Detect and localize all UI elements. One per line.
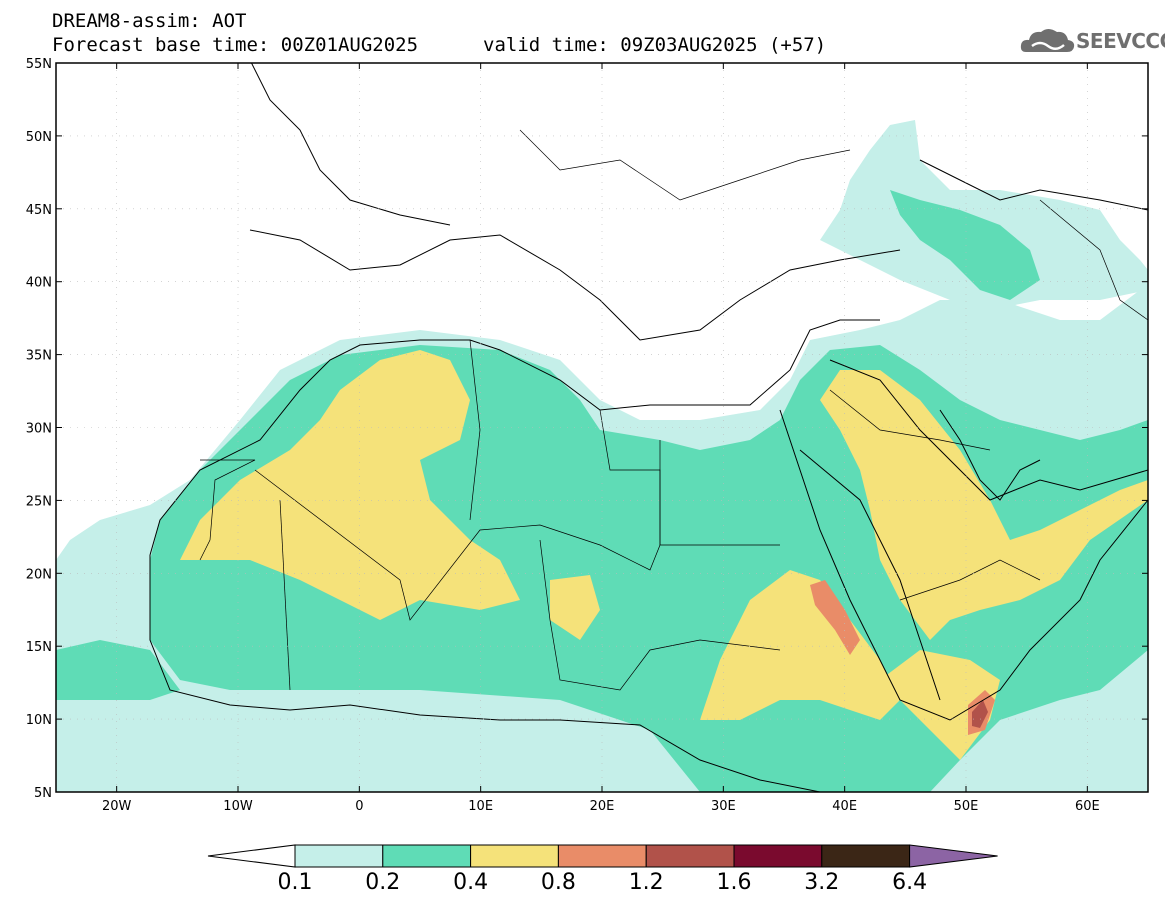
aot-field	[56, 63, 1148, 792]
colorbar-segment	[557, 844, 647, 868]
borders	[199, 129, 1148, 691]
valid-time: valid time: 09Z03AUG2025 (+57)	[483, 34, 827, 56]
lon-label: 40E	[832, 799, 857, 814]
lat-label: 50N	[26, 130, 52, 145]
lon-label: 60E	[1075, 799, 1100, 814]
colorbar-label: 1.2	[628, 870, 664, 895]
colorbar-label: 0.4	[453, 870, 489, 895]
forecast-base-time: Forecast base time: 00Z01AUG2025	[52, 34, 419, 56]
colorbar-label: 0.2	[365, 870, 401, 895]
lon-label: 30E	[711, 799, 736, 814]
lon-label: 10E	[468, 799, 493, 814]
colorbar	[207, 844, 998, 868]
lat-label: 10N	[26, 713, 52, 728]
lat-label: 5N	[34, 786, 52, 801]
lon-label: 50E	[954, 799, 979, 814]
lat-label: 40N	[26, 276, 52, 291]
lon-label: 0	[355, 799, 363, 814]
colorbar-segment	[470, 844, 559, 868]
aot-band-0-4-sahara	[180, 350, 520, 620]
colorbar-segment	[645, 844, 735, 868]
colorbar-label: 3.2	[804, 870, 840, 895]
aot-band-0-2-north	[890, 190, 1040, 300]
lat-label: 30N	[26, 422, 52, 437]
lat-label: 45N	[26, 203, 52, 218]
lon-label: 20W	[102, 799, 132, 814]
lat-label: 15N	[26, 640, 52, 655]
aot-band-0-8	[810, 580, 860, 655]
aot-band-0-4-sudan	[700, 570, 900, 720]
colorbar-label: 6.4	[892, 870, 928, 895]
lon-label: 10W	[223, 799, 253, 814]
colorbar-segment	[382, 844, 472, 868]
lat-label: 20N	[26, 567, 52, 582]
gridlines	[56, 63, 1148, 792]
colorbar-label: 0.8	[540, 870, 576, 895]
lat-label: 55N	[26, 57, 52, 72]
map-title: DREAM8-assim: AOT	[52, 10, 247, 32]
colorbar-segment	[294, 844, 384, 868]
aot-band-0-2-sw	[56, 640, 180, 700]
latitude-ticks: 55N 50N 45N 40N 35N 30N 25N 20N 15N 10N 5N	[26, 57, 1148, 801]
colorbar-segment	[733, 844, 823, 868]
aot-band-0-4-arabia	[820, 370, 1148, 640]
lon-label: 20E	[590, 799, 615, 814]
colorbar-segment	[821, 844, 911, 868]
lat-label: 35N	[26, 349, 52, 364]
colorbar-label: 1.6	[716, 870, 752, 895]
colorbar-right-arrow	[909, 844, 998, 868]
aot-band-0-4-central	[550, 575, 600, 640]
colorbar-label: 0.1	[277, 870, 313, 895]
logo-text: SEEVCCC	[1076, 29, 1165, 53]
cloud-logo-icon	[1020, 29, 1075, 52]
longitude-ticks: 20W 10W 0 10E 20E 30E 40E 50E 60E	[102, 63, 1100, 814]
lat-label: 25N	[26, 494, 52, 509]
aot-band-1-2	[972, 700, 988, 728]
colorbar-left-arrow	[207, 844, 296, 868]
coastlines	[149, 63, 1148, 792]
aot-band-0-1-caucasus	[820, 120, 1148, 310]
